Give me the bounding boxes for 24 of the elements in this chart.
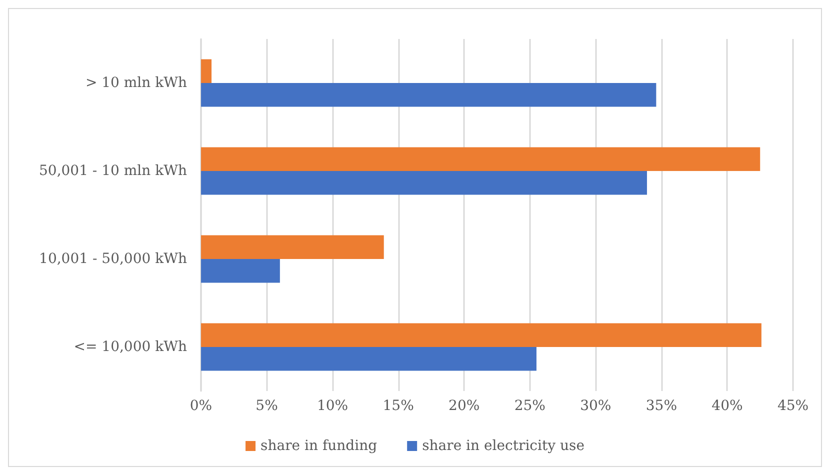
legend-label: share in electricity use (422, 438, 584, 454)
bar (201, 259, 280, 283)
bar (201, 323, 762, 347)
x-tick-label: 20% (448, 398, 480, 414)
x-tick-label: 10% (316, 398, 348, 414)
y-tick-label: 50,001 - 10 mln kWh (39, 163, 187, 179)
y-tick-label: <= 10,000 kWh (74, 339, 187, 355)
bar (201, 147, 760, 171)
y-tick-label: 10,001 - 50,000 kWh (39, 251, 187, 267)
x-tick-label: 5% (256, 398, 278, 414)
x-tick-label: 35% (646, 398, 678, 414)
x-tick-label: 30% (580, 398, 612, 414)
bar (201, 347, 536, 371)
x-tick-label: 15% (382, 398, 414, 414)
legend-label: share in funding (260, 438, 378, 454)
x-tick-label: 25% (514, 398, 546, 414)
x-tick-label: 40% (712, 398, 743, 414)
x-tick-label: 45% (777, 398, 809, 414)
x-tick-label: 0% (190, 398, 212, 414)
y-tick-label: > 10 mln kWh (85, 75, 187, 91)
bar (201, 59, 212, 83)
bar (201, 171, 647, 195)
bar (201, 235, 384, 259)
bar (201, 83, 656, 107)
